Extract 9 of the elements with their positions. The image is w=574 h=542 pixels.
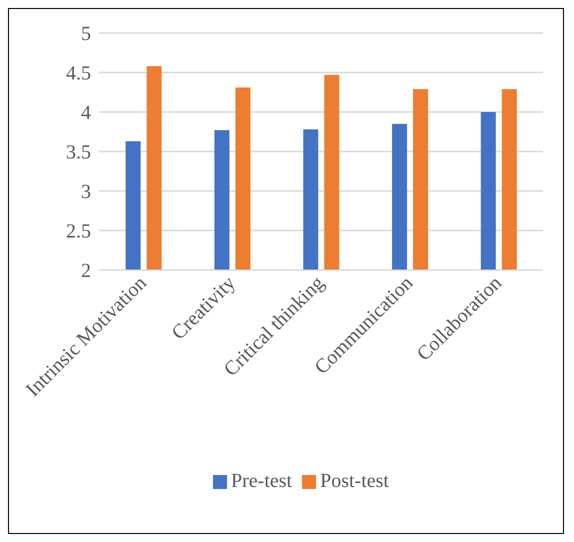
legend-label: Post-test	[320, 470, 389, 492]
y-tick-label: 2.5	[66, 220, 91, 243]
y-tick-label: 3.5	[66, 142, 91, 164]
y-tick-label: 4.5	[66, 62, 91, 85]
y-tick-label: 2	[81, 260, 91, 282]
y-tick-label: 3	[81, 181, 91, 204]
y-tick-label: 5	[81, 23, 91, 46]
y-tick-label: 4	[81, 102, 91, 124]
legend-label: Pre-test	[231, 470, 292, 492]
